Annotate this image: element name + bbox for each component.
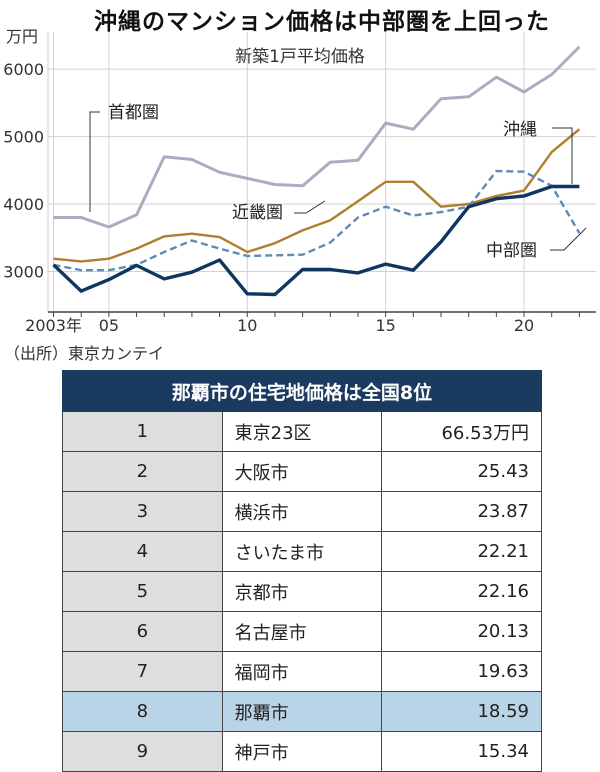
city-cell: 東京23区 (221, 411, 383, 452)
table-row: 6 名古屋市 20.13 (62, 611, 542, 652)
price-cell: 19.63 (381, 651, 542, 692)
rank-cell: 2 (62, 451, 223, 492)
rank-cell: 9 (62, 731, 223, 772)
y-tick-label: 3000 (3, 263, 44, 282)
y-tick-label: 5000 (3, 128, 44, 147)
table-row: 8 那覇市 18.59 (62, 691, 542, 732)
x-tick-label: 05 (99, 316, 119, 335)
line-chart: 3000 4000 5000 6000 2003年 05 10 15 20 首都圏沖縄近畿圏中… (3, 27, 596, 335)
price-cell: 25.43 (381, 451, 542, 492)
chart-subtitle: 新築1戸平均価格 (235, 47, 365, 67)
y-axis: 3000 4000 5000 6000 (3, 60, 44, 281)
table-row: 4 さいたま市 22.21 (62, 531, 542, 572)
x-tick-label: 10 (237, 316, 257, 335)
price-cell: 23.87 (381, 491, 542, 532)
source-note: （出所）東京カンテイ (4, 344, 165, 363)
series-label-leader (550, 227, 587, 251)
ranking-table: 那覇市の住宅地価格は全国8位 1 東京23区 66.53万円 2 大阪市 25.43 3 横浜… (62, 370, 542, 772)
rank-cell: 3 (62, 491, 223, 532)
city-cell: 名古屋市 (221, 611, 383, 652)
x-tick-label: 2003年 (25, 316, 82, 335)
series-label-leader (552, 127, 573, 184)
rank-cell: 6 (62, 611, 223, 652)
city-cell: さいたま市 (221, 531, 383, 572)
series-line (53, 45, 581, 229)
price-cell: 18.59 (381, 691, 542, 732)
series-label: 中部圏 (486, 241, 537, 261)
series-label: 首都圏 (108, 103, 159, 123)
table-title: 那覇市の住宅地価格は全国8位 (62, 370, 542, 412)
x-tick-label: 15 (375, 316, 395, 335)
table-row: 1 東京23区 66.53万円 (62, 411, 542, 452)
table-row: 5 京都市 22.16 (62, 571, 542, 612)
price-cell: 66.53万円 (381, 411, 542, 452)
table-row: 3 横浜市 23.87 (62, 491, 542, 532)
x-tick-label: 20 (514, 316, 534, 335)
city-cell: 京都市 (221, 571, 383, 612)
rank-cell: 8 (62, 691, 223, 732)
series-label-leader (294, 200, 326, 214)
series-lines (52, 45, 581, 297)
rank-cell: 1 (62, 411, 223, 452)
chart-title: 沖縄のマンション価格は中部圏を上回った (94, 9, 550, 35)
series-line (52, 184, 580, 297)
y-tick-label: 4000 (3, 195, 44, 214)
city-cell: 那覇市 (221, 691, 383, 732)
city-cell: 横浜市 (221, 491, 383, 532)
series-label-leader (89, 111, 100, 212)
city-cell: 大阪市 (221, 451, 383, 492)
table-row: 2 大阪市 25.43 (62, 451, 542, 492)
city-cell: 神戸市 (221, 731, 383, 772)
x-axis: 2003年 05 10 15 20 (25, 311, 596, 335)
series-label: 近畿圏 (232, 203, 283, 223)
series-line (53, 169, 581, 272)
price-cell: 22.21 (381, 531, 542, 572)
rank-cell: 7 (62, 651, 223, 692)
series-line (53, 128, 581, 263)
table-row: 9 神戸市 15.34 (62, 731, 542, 772)
rank-cell: 4 (62, 531, 223, 572)
y-tick-label: 6000 (3, 60, 44, 79)
city-cell: 福岡市 (221, 651, 383, 692)
y-axis-label: 万円 (6, 27, 38, 46)
table-row: 7 福岡市 19.63 (62, 651, 542, 692)
price-cell: 15.34 (381, 731, 542, 772)
rank-cell: 5 (62, 571, 223, 612)
price-cell: 20.13 (381, 611, 542, 652)
price-cell: 22.16 (381, 571, 542, 612)
series-label: 沖縄 (503, 120, 537, 140)
